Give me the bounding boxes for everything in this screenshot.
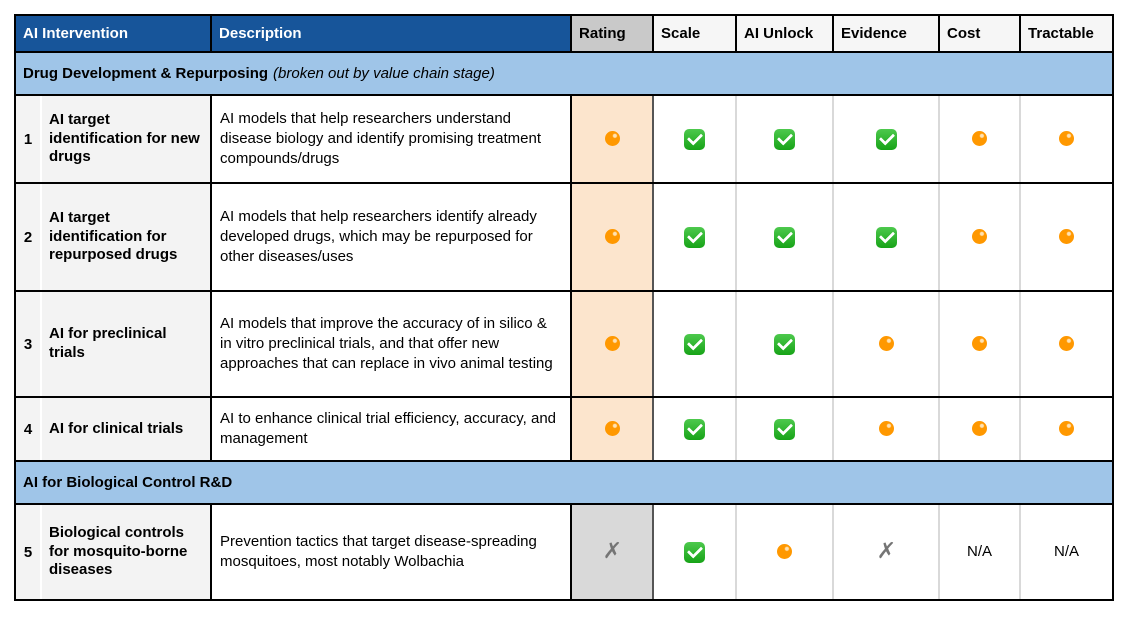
intervention-name: AI target identification for repurposed … (41, 182, 213, 292)
ai-unlock-cell (736, 290, 835, 398)
intervention-description: AI to enhance clinical trial efficiency,… (210, 396, 573, 462)
orange-dot-icon (972, 336, 988, 352)
orange-dot-icon (1059, 336, 1075, 352)
col-header-ai-unlock: AI Unlock (735, 14, 835, 53)
scale-cell (653, 94, 738, 184)
green-check-icon (774, 418, 796, 440)
section-header-biological-control: AI for Biological Control R&D (13, 460, 1115, 505)
green-check-icon (684, 541, 706, 563)
row-number: 5 (14, 503, 42, 601)
col-header-description: Description (210, 14, 573, 53)
tractable-cell: N/A (1020, 503, 1115, 601)
cost-cell (939, 290, 1022, 398)
orange-dot-icon (1059, 229, 1075, 245)
na-label: N/A (967, 543, 993, 561)
green-check-icon (774, 226, 796, 248)
table-row: 2 AI target identification for repurpose… (14, 182, 1115, 292)
orange-dot-icon (1059, 131, 1075, 147)
col-header-scale: Scale (652, 14, 738, 53)
orange-dot-icon (604, 229, 620, 245)
ai-unlock-cell (736, 94, 835, 184)
gray-x-icon (602, 541, 622, 563)
green-check-icon (684, 333, 706, 355)
tractable-cell (1020, 290, 1115, 398)
intervention-description: AI models that help researchers understa… (210, 94, 573, 184)
cost-cell (939, 94, 1022, 184)
orange-dot-icon (972, 421, 988, 437)
rating-cell (570, 396, 655, 462)
tractable-cell (1020, 182, 1115, 292)
col-header-tractable: Tractable (1019, 14, 1115, 53)
orange-dot-icon (604, 421, 620, 437)
col-header-rating: Rating (570, 14, 655, 53)
green-check-icon (774, 333, 796, 355)
evidence-cell (833, 290, 941, 398)
scale-cell (653, 290, 738, 398)
table-row: 1 AI target identification for new drugs… (14, 94, 1115, 184)
evidence-cell (833, 94, 941, 184)
intervention-description: AI models that improve the accuracy of i… (210, 290, 573, 398)
ai-unlock-cell (736, 503, 835, 601)
ai-interventions-rating-table: AI Intervention Description Rating Scale… (13, 14, 1115, 601)
evidence-cell (833, 503, 941, 601)
rating-cell (570, 290, 655, 398)
cost-cell (939, 396, 1022, 462)
section-subtitle: (broken out by value chain stage) (273, 65, 495, 82)
orange-dot-icon (777, 544, 793, 560)
orange-dot-icon (1059, 421, 1075, 437)
gray-x-icon (876, 541, 896, 563)
rating-cell (570, 94, 655, 184)
intervention-name: AI target identification for new drugs (41, 94, 213, 184)
col-header-evidence: Evidence (832, 14, 941, 53)
orange-dot-icon (604, 336, 620, 352)
orange-dot-icon (972, 131, 988, 147)
intervention-name: Biological controls for mosquito-borne d… (41, 503, 213, 601)
intervention-name: AI for preclinical trials (41, 290, 213, 398)
intervention-description: Prevention tactics that target disease-s… (210, 503, 573, 601)
rating-cell (570, 503, 655, 601)
green-check-icon (684, 128, 706, 150)
cost-cell: N/A (939, 503, 1022, 601)
green-check-icon (875, 128, 897, 150)
table-row: 5 Biological controls for mosquito-borne… (14, 503, 1115, 601)
tractable-cell (1020, 94, 1115, 184)
rating-cell (570, 182, 655, 292)
section-title: AI for Biological Control R&D (23, 474, 233, 491)
orange-dot-icon (878, 421, 894, 437)
orange-dot-icon (604, 131, 620, 147)
section-title: Drug Development & Repurposing (23, 65, 269, 82)
scale-cell (653, 503, 738, 601)
green-check-icon (774, 128, 796, 150)
col-header-cost: Cost (938, 14, 1022, 53)
table-row: 3 AI for preclinical trials AI models th… (14, 290, 1115, 398)
green-check-icon (684, 418, 706, 440)
row-number: 3 (14, 290, 42, 398)
intervention-name: AI for clinical trials (41, 396, 213, 462)
col-header-ai-intervention: AI Intervention (13, 14, 213, 53)
evidence-cell (833, 182, 941, 292)
row-number: 1 (14, 94, 42, 184)
green-check-icon (684, 226, 706, 248)
ai-unlock-cell (736, 396, 835, 462)
orange-dot-icon (878, 336, 894, 352)
page: AI Intervention Description Rating Scale… (0, 0, 1130, 611)
row-number: 4 (14, 396, 42, 462)
green-check-icon (875, 226, 897, 248)
ai-unlock-cell (736, 182, 835, 292)
table-row: 4 AI for clinical trials AI to enhance c… (14, 396, 1115, 462)
scale-cell (653, 182, 738, 292)
intervention-description: AI models that help researchers identify… (210, 182, 573, 292)
evidence-cell (833, 396, 941, 462)
orange-dot-icon (972, 229, 988, 245)
na-label: N/A (1054, 543, 1080, 561)
scale-cell (653, 396, 738, 462)
cost-cell (939, 182, 1022, 292)
tractable-cell (1020, 396, 1115, 462)
header-row: AI Intervention Description Rating Scale… (13, 14, 1115, 53)
section-header-drug-development: Drug Development & Repurposing (broken ou… (13, 51, 1115, 96)
row-number: 2 (14, 182, 42, 292)
